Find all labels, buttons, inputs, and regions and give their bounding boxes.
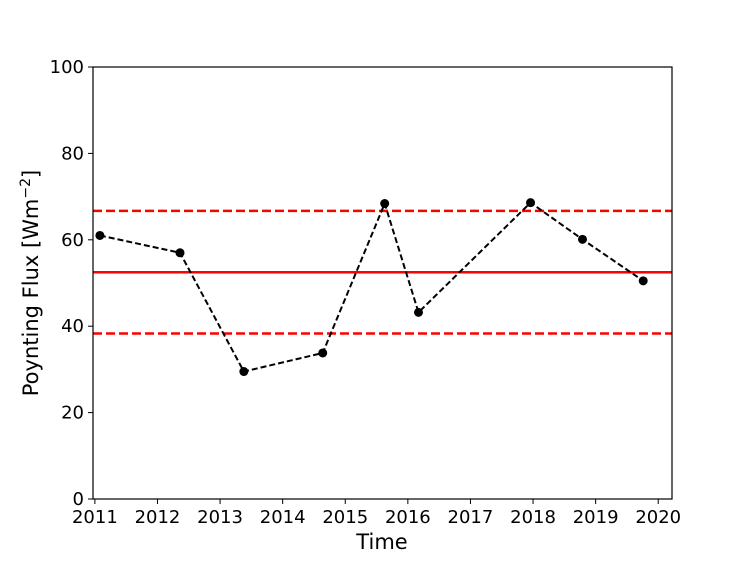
data-point bbox=[318, 348, 328, 358]
x-tick-label: 2017 bbox=[448, 507, 494, 528]
x-tick-label: 2014 bbox=[260, 507, 306, 528]
data-point bbox=[380, 199, 390, 209]
data-point bbox=[638, 276, 648, 286]
x-tick-label: 2012 bbox=[135, 507, 181, 528]
y-axis-title-tail: ] bbox=[19, 170, 43, 178]
x-axis: 2011 2012 2013 2014 2015 2016 2017 2018 2019 2020 bbox=[72, 499, 681, 528]
series-line-0 bbox=[99, 200, 644, 373]
data-point bbox=[526, 198, 536, 208]
series-layer bbox=[95, 198, 648, 377]
x-tick-label: 2011 bbox=[72, 507, 118, 528]
x-tick-label: 2013 bbox=[197, 507, 243, 528]
data-point bbox=[413, 307, 423, 317]
reference-lines bbox=[93, 209, 672, 335]
y-tick-label: 80 bbox=[61, 143, 84, 164]
y-axis-title-superscript: −2 bbox=[18, 178, 34, 199]
x-tick-label: 2018 bbox=[510, 507, 556, 528]
y-tick-label: 0 bbox=[73, 489, 84, 510]
y-tick-label: 100 bbox=[50, 57, 84, 78]
plot-frame bbox=[92, 66, 673, 500]
data-point bbox=[239, 367, 249, 377]
y-axis: 0 20 40 60 80 100 bbox=[50, 57, 93, 510]
data-point bbox=[95, 230, 105, 240]
x-tick-label: 2016 bbox=[385, 507, 431, 528]
y-tick-label: 60 bbox=[61, 230, 84, 251]
data-point bbox=[577, 234, 587, 244]
x-tick-label: 2015 bbox=[322, 507, 368, 528]
y-axis-title-main: Poynting Flux [Wm bbox=[19, 199, 43, 397]
x-tick-label: 2019 bbox=[573, 507, 619, 528]
data-point bbox=[175, 248, 185, 258]
x-axis-title: Time bbox=[355, 530, 407, 554]
y-tick-label: 40 bbox=[61, 316, 84, 337]
y-tick-label: 20 bbox=[61, 403, 84, 424]
y-axis-title: Poynting Flux [Wm−2] bbox=[18, 170, 43, 396]
x-tick-label: 2020 bbox=[635, 507, 681, 528]
